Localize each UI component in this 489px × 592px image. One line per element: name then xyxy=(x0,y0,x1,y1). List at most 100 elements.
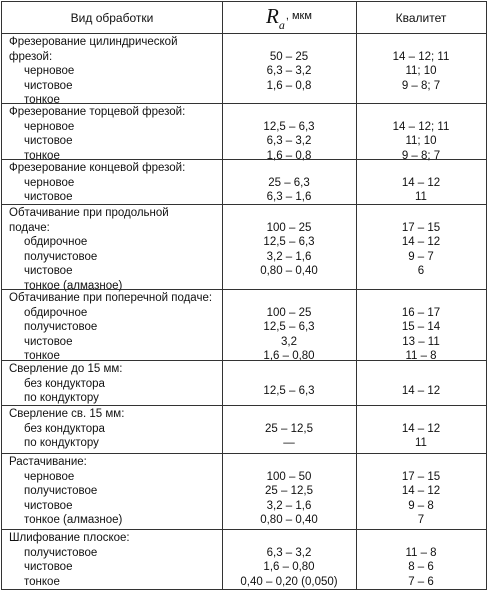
tolerance-grade-value: 11 xyxy=(415,191,427,204)
row-label: обдирочное xyxy=(24,306,88,319)
section-title: Фрезерование цилиндрической xyxy=(9,36,178,48)
tolerance-grade-value: 14 – 12 xyxy=(401,176,441,189)
roughness-value: 12,5 – 6,3 xyxy=(263,384,315,397)
header-operation-type: Вид обработки xyxy=(70,11,154,25)
roughness-value: 1,6 – 0,8 xyxy=(266,149,312,162)
roughness-value: 100 – 25 xyxy=(266,221,312,234)
row-label: чистовое xyxy=(24,135,73,148)
row-label: тонкое xyxy=(24,350,60,363)
tolerance-grade-value: 14 – 12; 11 xyxy=(392,120,450,133)
tolerance-grade-value: 14 – 12 xyxy=(401,422,441,435)
section-title: Шлифование плоское: xyxy=(9,532,130,544)
tolerance-grade-value: 8 – 6 xyxy=(408,561,434,574)
tolerance-grade-value: 9 – 8 xyxy=(408,499,434,512)
row-label: черновое xyxy=(24,65,75,78)
row-label: обдирочное xyxy=(24,236,88,249)
roughness-value: 6,3 – 3,2 xyxy=(266,546,312,559)
row-label: чистовое xyxy=(24,561,73,574)
roughness-value: 3,2 xyxy=(281,335,297,348)
row-label: чистовое xyxy=(24,499,73,512)
tolerance-grade-value: 13 – 11 xyxy=(402,335,440,348)
roughness-value: 1,6 – 0,80 xyxy=(263,350,315,363)
column-divider xyxy=(356,2,357,589)
row-label: черновое xyxy=(24,176,75,189)
section-title: Обтачивание при поперечной подаче: xyxy=(9,292,213,304)
row-label: тонкое (алмазное) xyxy=(24,514,123,527)
tolerance-grade-value: 14 – 12 xyxy=(401,236,441,249)
roughness-value: 0,80 – 0,40 xyxy=(260,514,318,527)
column-divider xyxy=(222,2,223,589)
tolerance-grade-value: 16 – 17 xyxy=(401,306,441,319)
roughness-value: 12,5 – 6,3 xyxy=(263,120,315,133)
roughness-value: 12,5 – 6,3 xyxy=(263,236,315,249)
section-title: фрезой: xyxy=(9,50,53,63)
tolerance-grade-value: 6 xyxy=(417,265,425,278)
section-title: Растачивание: xyxy=(9,456,87,468)
row-label: получистовое xyxy=(24,250,98,263)
row-label: тонкое xyxy=(24,575,60,588)
section-divider xyxy=(2,360,486,361)
roughness-value: 25 – 6,3 xyxy=(268,176,310,189)
roughness-value: 0,40 – 0,20 (0,050) xyxy=(240,575,338,588)
row-label: черновое xyxy=(24,120,75,133)
tolerance-grade-value: 11 xyxy=(415,437,427,450)
tolerance-grade-value: 14 – 12; 11 xyxy=(392,50,450,63)
tolerance-grade-value: 14 – 12 xyxy=(401,384,441,397)
row-label: чистовое xyxy=(24,265,73,278)
row-label: без кондуктора xyxy=(24,377,105,390)
roughness-value: 1,6 – 0,80 xyxy=(263,561,315,574)
section-title: Сверление св. 15 мм: xyxy=(9,408,125,420)
section-divider xyxy=(2,453,486,454)
tolerance-grade-value: 11; 10 xyxy=(405,135,437,148)
row-label: тонкое xyxy=(24,149,60,162)
roughness-value: 3,2 – 1,6 xyxy=(266,499,312,512)
section-divider xyxy=(2,33,486,34)
row-label: по кондуктору xyxy=(24,392,99,405)
roughness-value: 0,80 – 0,40 xyxy=(260,265,318,278)
header-roughness: Ra, мкм xyxy=(222,4,356,32)
roughness-value: 25 – 12,5 xyxy=(265,422,313,435)
header-tolerance-grade: Квалитет xyxy=(395,11,447,25)
row-label: черновое xyxy=(24,470,75,483)
ra-symbol: R xyxy=(266,4,279,28)
tolerance-grade-value: 7 xyxy=(417,514,425,527)
section-divider xyxy=(2,159,486,160)
roughness-value: 100 – 50 xyxy=(266,470,312,483)
row-label: получистовое xyxy=(24,321,98,334)
tolerance-grade-value: 15 – 14 xyxy=(401,321,441,334)
roughness-value: 6,3 – 3,2 xyxy=(266,65,312,78)
row-label: чистовое xyxy=(24,191,73,204)
tolerance-grade-value: 17 – 15 xyxy=(401,221,441,234)
roughness-value: 1,6 – 0,8 xyxy=(266,79,312,92)
roughness-value: 3,2 – 1,6 xyxy=(266,250,312,263)
section-divider xyxy=(2,529,486,530)
tolerance-grade-value: 11; 10 xyxy=(405,65,437,78)
row-label: получистовое xyxy=(24,485,98,498)
roughness-value: 12,5 – 6,3 xyxy=(263,321,315,334)
section-title: Фрезерование торцевой фрезой: xyxy=(9,106,186,118)
section-divider xyxy=(2,204,486,205)
section-title: подаче: xyxy=(9,221,50,234)
section-divider xyxy=(2,289,486,290)
row-label: по кондуктору xyxy=(24,437,99,450)
roughness-value: 100 – 25 xyxy=(266,306,312,319)
row-label: чистовое xyxy=(24,79,73,92)
roughness-value: 6,3 – 3,2 xyxy=(266,135,312,148)
tolerance-grade-value: 11 – 8 xyxy=(405,546,437,559)
tolerance-grade-value: 9 – 8; 7 xyxy=(401,79,441,92)
ra-subscript: a xyxy=(278,18,285,32)
section-title: Сверление до 15 мм: xyxy=(9,363,123,375)
row-label: без кондуктора xyxy=(24,422,105,435)
ra-unit: , мкм xyxy=(285,10,312,22)
section-divider xyxy=(2,405,486,406)
roughness-value: 6,3 – 1,6 xyxy=(266,191,312,204)
section-title: Фрезерование концевой фрезой: xyxy=(9,162,186,174)
row-label: получистовое xyxy=(24,546,98,559)
tolerance-grade-value: 7 – 6 xyxy=(408,575,434,588)
section-title: Обтачивание при продольной xyxy=(9,207,169,219)
tolerance-grade-value: 11 – 8 xyxy=(405,350,437,363)
tolerance-grade-value: 9 – 8; 7 xyxy=(401,149,441,162)
section-divider xyxy=(2,103,486,104)
tolerance-grade-value: 9 – 7 xyxy=(408,250,434,263)
